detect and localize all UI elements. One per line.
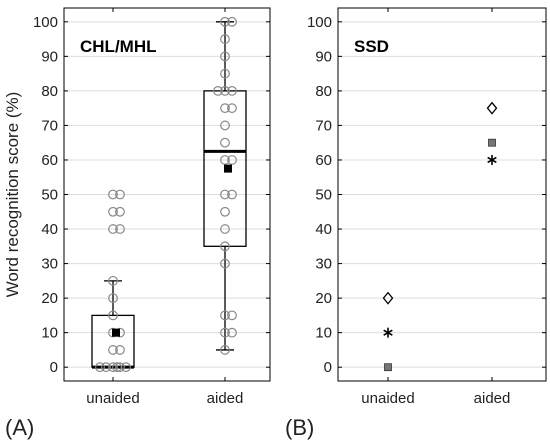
data-point	[108, 310, 118, 321]
y-tick-label: 10	[315, 325, 332, 342]
data-point	[220, 155, 230, 165]
y-tick-label: 20	[41, 290, 58, 307]
y-tick-label: 10	[41, 325, 58, 342]
data-point	[220, 310, 230, 321]
y-tick-label: 80	[315, 83, 332, 100]
y-tick-label: 80	[41, 83, 58, 100]
box-iqr	[203, 90, 247, 247]
data-point	[220, 85, 230, 96]
box-iqr	[91, 314, 135, 368]
x-tick-label: unaided	[86, 390, 139, 407]
x-tick-label: aided	[474, 390, 511, 407]
diamond-marker	[486, 101, 498, 115]
y-tick-label: 20	[315, 290, 332, 307]
data-point	[108, 345, 118, 355]
data-point	[220, 120, 230, 131]
y-tick-label: 90	[315, 48, 332, 65]
data-point	[220, 137, 230, 148]
data-point	[220, 241, 230, 252]
data-point	[112, 362, 122, 373]
diamond-marker	[382, 291, 394, 305]
data-point	[220, 68, 230, 79]
y-tick-label: 40	[315, 221, 332, 238]
y-tick-label: 50	[315, 187, 332, 204]
x-tick-label: aided	[207, 390, 244, 407]
data-point	[213, 85, 223, 96]
data-point	[227, 310, 237, 321]
data-point	[108, 224, 118, 234]
mean-marker	[224, 164, 232, 173]
data-point	[220, 34, 230, 44]
panel-title: SSD	[354, 37, 389, 56]
asterisk-marker	[487, 154, 497, 165]
y-tick-label: 100	[33, 14, 58, 31]
data-point	[115, 224, 125, 234]
y-tick-label: 100	[307, 14, 332, 31]
data-point	[220, 16, 230, 27]
y-tick-label: 40	[41, 221, 58, 238]
data-point	[227, 327, 237, 338]
y-tick-label: 50	[41, 187, 58, 204]
data-point	[220, 345, 230, 355]
data-point	[220, 224, 230, 234]
panel-a-chart: 0 10 20 30 40 50 60 70 80 90 100 unaided aided CHL/MH…	[3, 7, 271, 407]
data-point	[108, 293, 118, 304]
data-point	[115, 189, 125, 200]
data-point	[220, 103, 230, 114]
y-tick-label: 0	[324, 359, 332, 376]
y-tick-label: 60	[315, 152, 332, 169]
data-point	[101, 362, 111, 373]
panel-b-chart: 0 10 20 30 40 50 60 70 80 90 100 unaided aided SSD	[307, 7, 547, 407]
data-point	[227, 16, 237, 27]
y-tick-label: 0	[50, 359, 58, 376]
data-point	[220, 51, 230, 62]
x-tick-label: unaided	[361, 390, 414, 407]
data-point	[108, 275, 118, 286]
data-point	[220, 206, 230, 217]
data-point	[227, 103, 237, 114]
data-point	[115, 362, 125, 373]
y-axis-label: Word recognition score (%)	[3, 92, 22, 298]
data-point	[108, 206, 118, 217]
data-point	[108, 362, 118, 373]
data-point	[95, 362, 105, 373]
data-point	[115, 206, 125, 217]
square-marker	[384, 363, 392, 372]
panel-a-label: (A)	[5, 415, 34, 440]
y-tick-label: 30	[41, 256, 58, 273]
data-point	[220, 258, 230, 269]
data-point	[220, 327, 230, 338]
panel-b-label: (B)	[285, 415, 314, 440]
y-tick-label: 30	[315, 256, 332, 273]
data-point	[227, 189, 237, 200]
data-point	[227, 85, 237, 96]
data-point	[220, 189, 230, 200]
data-point	[108, 189, 118, 200]
y-tick-label: 60	[41, 152, 58, 169]
square-marker	[488, 138, 496, 147]
data-point	[227, 155, 237, 165]
data-point	[115, 345, 125, 355]
panel-title: CHL/MHL	[80, 37, 156, 56]
y-tick-label: 70	[41, 117, 58, 134]
mean-marker	[112, 328, 120, 337]
y-tick-label: 70	[315, 117, 332, 134]
y-tick-label: 90	[41, 48, 58, 65]
asterisk-marker	[383, 327, 393, 338]
